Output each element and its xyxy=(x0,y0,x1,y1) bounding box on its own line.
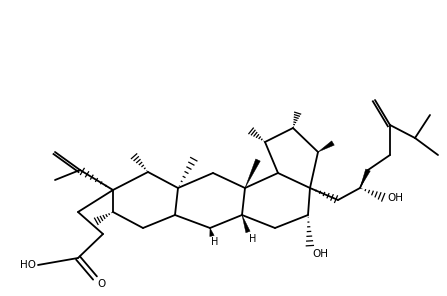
Text: O: O xyxy=(97,279,105,289)
Polygon shape xyxy=(210,228,214,237)
Text: OH: OH xyxy=(312,249,328,259)
Text: H: H xyxy=(249,234,257,244)
Polygon shape xyxy=(360,169,370,188)
Text: HO: HO xyxy=(20,260,36,270)
Text: H: H xyxy=(211,237,219,247)
Text: OH: OH xyxy=(387,193,403,203)
Polygon shape xyxy=(318,141,334,152)
Polygon shape xyxy=(242,215,250,233)
Polygon shape xyxy=(245,159,260,188)
